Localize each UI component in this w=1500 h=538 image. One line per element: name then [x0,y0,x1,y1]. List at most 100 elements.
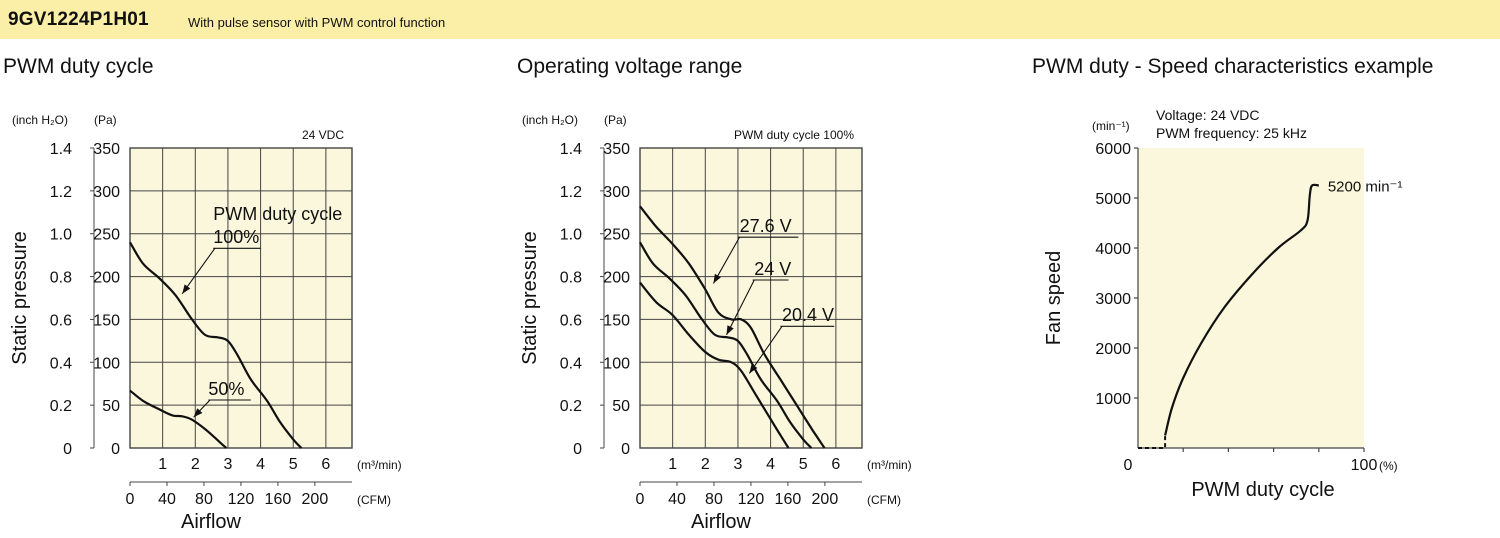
x-tick-label-cfm: 120 [228,491,255,508]
y-tick-label-inch: 1.2 [50,184,72,201]
x-tick-label: 0 [1124,457,1133,474]
x-tick-label-cfm: 40 [158,491,176,508]
y-axis-title: Static pressure [9,231,31,364]
x-unit-m3min-label: (m³/min) [357,458,402,472]
x-tick-label-cfm: 200 [812,491,839,508]
annotation-100-percent: 100% [213,227,259,247]
x-unit-m3min-label: (m³/min) [867,458,912,472]
chart-operating-voltage: 05010015020025030035000.20.40.60.81.01.2… [519,113,912,533]
y-tick-label-inch: 0 [573,441,582,458]
series-label-24-v: 24 V [754,259,791,279]
y-tick-label-inch: 1.0 [560,227,582,244]
x-unit-cfm-label: (CFM) [867,493,901,507]
y-tick-label-inch: 0.8 [50,270,72,287]
max-speed-label: 5200 min⁻¹ [1328,179,1403,196]
annotation-100-arrow-arrowhead [182,284,191,294]
x-tick-label-cfm: 200 [302,491,329,508]
annotation-50-arrow-arrowhead [193,408,203,418]
y-tick-label-pa: 50 [102,398,120,415]
y-unit-pa-label: (Pa) [604,113,627,127]
series-line-below-start [1138,435,1167,449]
y-tick-label-pa: 150 [93,312,120,329]
x-tick-label-cfm: 160 [775,491,802,508]
y-tick-label-pa: 100 [93,355,120,372]
condition-label: 24 VDC [302,128,344,142]
y-tick-label-pa: 350 [93,141,120,158]
series-line-100 [129,241,303,449]
y-unit-inch-label: (inch H₂O) [12,113,68,127]
series-label-arrow-24-v-leader [726,279,755,336]
x-tick-label-m3min: 2 [191,456,200,473]
y-tick-label-inch: 1.4 [50,141,72,158]
y-tick-label-inch: 0.2 [560,398,582,415]
series-label-20-4-v: 20.4 V [782,305,834,325]
x-tick-label-cfm: 40 [668,491,686,508]
y-tick-label-pa: 350 [603,141,630,158]
x-tick-label-m3min: 1 [668,456,677,473]
model-banner: 9GV1224P1H01 With pulse sensor with PWM … [0,0,1500,39]
model-number: 9GV1224P1H01 [8,9,149,30]
y-tick-label-pa: 50 [612,398,630,415]
chart-title-speed-characteristics: PWM duty - Speed characteristics example [1032,55,1434,78]
y-tick-label: 6000 [1095,141,1131,158]
x-tick-label-m3min: 6 [321,456,330,473]
x-tick-label-cfm: 0 [636,491,645,508]
condition-frequency: PWM frequency: 25 kHz [1156,125,1307,141]
x-tick-label-m3min: 3 [733,456,742,473]
plot-area [129,147,353,449]
y-tick-label: 3000 [1095,291,1131,308]
annotation-100-arrow-leader [181,247,216,295]
y-tick-label-inch: 1.4 [560,141,582,158]
condition-label: PWM duty cycle 100% [734,128,854,142]
x-tick-label-cfm: 160 [265,491,292,508]
y-tick-label-inch: 0 [63,441,72,458]
x-tick-label-m3min: 2 [701,456,710,473]
y-tick-label-inch: 0.4 [50,355,72,372]
x-tick-label-m3min: 5 [799,456,808,473]
series-line-27-6-v [639,205,826,449]
series-label-arrow-20-4-v-leader [748,325,783,374]
series-label-arrow-20-4-v-arrowhead [749,364,758,374]
series-line-50 [129,389,228,449]
x-axis-title: Airflow [691,511,752,533]
x-tick-label-cfm: 0 [126,491,135,508]
y-tick-label-inch: 0.8 [560,270,582,287]
chart-speed-characteristics: 1000 2000 3000 4000 5000 6000 0 100 (%) PWM duty … [1043,107,1402,501]
y-tick-label-inch: 0.2 [50,398,72,415]
y-tick-label-pa: 150 [603,312,630,329]
x-tick-label-cfm: 80 [195,491,213,508]
chart-title-operating-voltage: Operating voltage range [517,55,743,78]
chart-pwm-duty-cycle: 0 50 100 150 200 250 300 350 0 0.2 0.4 0.6 0.8 1.0 1.2… [9,113,402,533]
y-tick-label-inch: 1.0 [50,227,72,244]
x-axis-title: PWM duty cycle [1191,479,1334,501]
x-tick-label-m3min: 3 [223,456,232,473]
x-tick-label: 100 [1351,457,1378,474]
y-tick-label-inch: 0.6 [50,312,72,329]
y-tick-label-pa: 100 [603,355,630,372]
series-line-20-4-v [639,281,790,449]
y-tick-label: 4000 [1095,241,1131,258]
x-tick-label-m3min: 4 [766,456,775,473]
y-tick-label: 1000 [1095,391,1131,408]
y-tick-label-inch: 1.2 [560,184,582,201]
y-tick-label-pa: 300 [93,184,120,201]
y-tick-label: 2000 [1095,341,1131,358]
x-tick-label-cfm: 80 [705,491,723,508]
plot-area [639,147,863,449]
y-tick-label-inch: 0.6 [560,312,582,329]
series-label-27-6-v: 27.6 V [740,216,792,236]
y-unit-pa-label: (Pa) [94,113,117,127]
x-tick-label-m3min: 6 [831,456,840,473]
x-tick-label-m3min: 1 [158,456,167,473]
y-unit-inch-label: (inch H₂O) [522,113,578,127]
x-unit-label: (%) [1379,459,1398,473]
y-tick-label: 5000 [1095,191,1131,208]
y-unit-label: (min⁻¹) [1092,119,1130,133]
series-line-24-v [639,241,813,449]
y-tick-label-pa: 200 [603,270,630,287]
y-tick-label-pa: 250 [93,227,120,244]
y-tick-label-pa: 300 [603,184,630,201]
x-unit-cfm-label: (CFM) [357,493,391,507]
series-label-arrow-27-6-v-arrowhead [713,273,721,284]
